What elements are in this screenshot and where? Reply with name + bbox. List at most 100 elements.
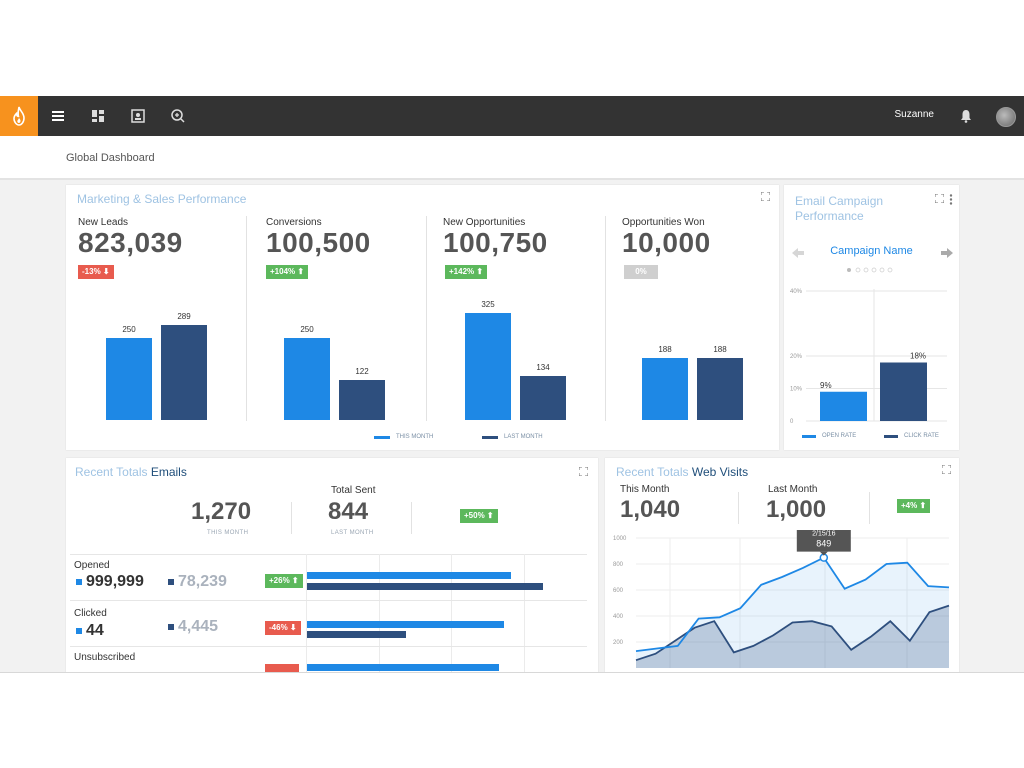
legend-swatch xyxy=(168,623,174,630)
row-label: Clicked xyxy=(74,608,107,619)
expand-icon[interactable] xyxy=(935,194,944,203)
grid-line xyxy=(306,554,307,672)
change-badge: +104% ⬆ xyxy=(266,265,309,279)
row-divider xyxy=(70,554,587,555)
bar-last-month[interactable] xyxy=(697,357,743,420)
bar-last-month[interactable] xyxy=(520,375,566,420)
expand-icon[interactable] xyxy=(942,465,951,474)
metric-label: Opportunities Won xyxy=(622,217,705,228)
contacts-icon[interactable] xyxy=(130,108,146,124)
metric-label: Conversions xyxy=(266,217,322,228)
y-tick-label: 0 xyxy=(790,419,794,425)
bar-value-label: 18% xyxy=(910,352,926,361)
line-this-month[interactable] xyxy=(635,556,950,652)
card-title: Recent Totals Web Visits xyxy=(616,465,748,479)
page-header: Global Dashboard xyxy=(0,136,1024,180)
legend-swatch xyxy=(802,434,816,438)
bar-this-month[interactable] xyxy=(106,337,152,420)
legend-swatch xyxy=(168,578,174,585)
row-label: Unsubscribed xyxy=(74,652,136,663)
y-tick-label: 400 xyxy=(613,614,624,620)
change-badge: +26% ⬆ xyxy=(265,574,303,588)
bar-click-rate[interactable] xyxy=(880,362,927,422)
bar-this-month[interactable] xyxy=(642,357,688,420)
email-campaign-svg: 0 10% 20% 40% 9% 18% xyxy=(790,289,947,425)
metric-value: 100,500 xyxy=(266,227,371,258)
top-bar: Suzanne xyxy=(0,96,1024,136)
change-badge: -13% ⬇ xyxy=(78,265,114,279)
legend-swatch xyxy=(374,435,390,439)
dashboard-app: Suzanne Global Dashboard Marketing & Sal… xyxy=(0,96,1024,673)
page-title: Global Dashboard xyxy=(66,152,155,164)
bar-this-month[interactable] xyxy=(284,337,330,420)
this-month-label: This Month xyxy=(620,484,670,495)
tooltip-arrow xyxy=(819,551,828,556)
email-campaign-card: Email Campaign Performance Campaign Name… xyxy=(784,185,959,450)
carousel-dots[interactable] xyxy=(846,267,898,273)
divider xyxy=(246,216,247,421)
expand-icon[interactable] xyxy=(761,192,770,201)
web-visits-card: Recent Totals Web Visits This Month 1,04… xyxy=(605,458,959,672)
bar-clicked-this-month xyxy=(307,621,504,628)
change-badge: 0% xyxy=(624,265,658,279)
divider xyxy=(426,216,427,421)
avatar[interactable] xyxy=(996,107,1016,127)
bar-last-month[interactable] xyxy=(339,379,385,420)
legend-swatch xyxy=(76,627,82,634)
emails-this-month-label: THIS MONTH xyxy=(207,530,249,536)
change-badge: +50% ⬆ xyxy=(460,509,498,523)
card-title-strong: Web Visits xyxy=(691,465,749,479)
bell-icon[interactable] xyxy=(960,109,972,123)
row-current-value: 999,999 xyxy=(86,573,144,590)
metric-value: 100,750 xyxy=(443,227,548,258)
menu-icon[interactable] xyxy=(50,108,66,124)
card-title-light: Recent Totals xyxy=(616,465,689,479)
bar-value-label: 9% xyxy=(820,381,832,390)
row-current-value: 44 xyxy=(86,622,104,639)
metric-value: 10,000 xyxy=(622,227,711,258)
legend-last-month: LAST MONTH xyxy=(482,434,543,440)
metric-opportunities-won: Opportunities Won 10,000 xyxy=(622,217,711,259)
y-tick-label: 200 xyxy=(613,640,624,646)
emails-card: Recent Totals Emails 1,270 THIS MONTH To… xyxy=(66,458,598,672)
divider xyxy=(605,216,606,421)
expand-icon[interactable] xyxy=(579,467,588,476)
arrow-right-icon[interactable] xyxy=(941,248,953,258)
row-previous-value: 4,445 xyxy=(178,618,219,635)
more-options-icon[interactable] xyxy=(949,194,953,205)
app-logo[interactable] xyxy=(0,96,38,136)
area-this-month xyxy=(636,557,949,668)
this-month-value: 1,040 xyxy=(620,496,681,523)
emails-this-month-value: 1,270 xyxy=(191,498,252,525)
divider xyxy=(738,492,739,524)
card-title-light: Recent Totals xyxy=(75,465,148,479)
user-name[interactable]: Suzanne xyxy=(894,109,934,120)
metric-conversions: Conversions 100,500 xyxy=(266,217,371,259)
row-previous: 4,445 xyxy=(168,618,218,636)
y-tick-label: 600 xyxy=(613,588,624,594)
row-previous-value: 78,239 xyxy=(178,573,227,590)
y-tick-label: 20% xyxy=(790,354,803,360)
legend-click-rate: CLICK RATE xyxy=(884,433,939,439)
legend-open-rate: OPEN RATE xyxy=(802,433,856,439)
change-badge: +4% ⬆ xyxy=(897,499,931,513)
arrow-left-icon[interactable] xyxy=(792,248,804,258)
metric-label: New Opportunities xyxy=(443,217,526,228)
bar-unsubscribed-this-month xyxy=(307,664,499,671)
bar-opened-last-month xyxy=(307,583,543,590)
metric-label: New Leads xyxy=(78,217,129,228)
total-sent-label: Total Sent xyxy=(331,485,376,496)
y-tick-label: 40% xyxy=(790,289,803,295)
bar-value-label: 325 xyxy=(481,299,495,309)
bar-last-month[interactable] xyxy=(161,324,207,420)
search-add-icon[interactable] xyxy=(170,108,186,124)
bar-value-label: 188 xyxy=(713,344,727,354)
card-title: Marketing & Sales Performance xyxy=(77,192,247,206)
divider xyxy=(411,502,412,534)
legend-label: THIS MONTH xyxy=(396,434,434,440)
dashboard-icon[interactable] xyxy=(90,108,106,124)
card-title: Email Campaign Performance xyxy=(795,194,884,223)
bar-this-month[interactable] xyxy=(465,312,511,420)
bar-open-rate[interactable] xyxy=(820,391,867,421)
card-title-strong: Emails xyxy=(150,465,187,479)
